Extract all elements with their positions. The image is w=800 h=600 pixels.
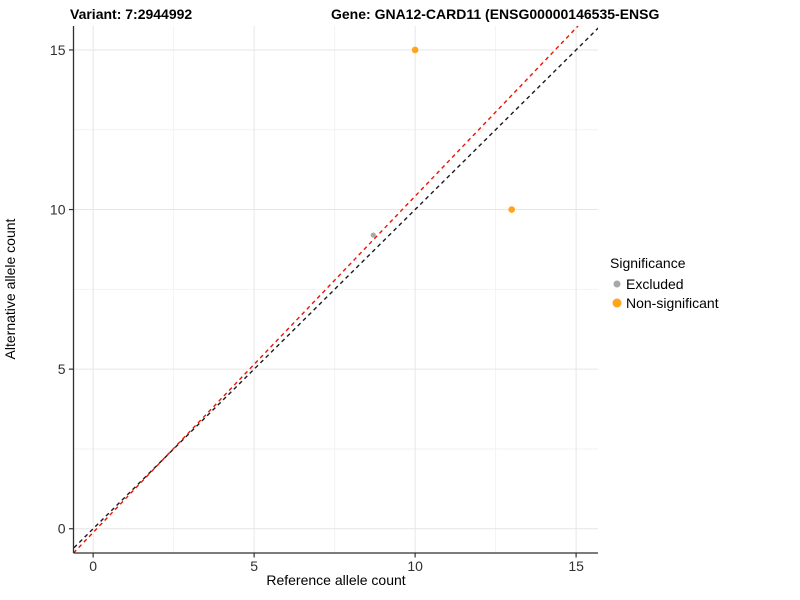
data-point-excluded (370, 232, 376, 238)
legend-item-label: Excluded (626, 275, 684, 292)
y-tick-label: 0 (58, 521, 66, 537)
y-tick-label: 5 (58, 361, 66, 377)
expected-ratio-line (73, 26, 579, 553)
x-tick-label: 0 (89, 558, 97, 574)
data-point-non-significant (411, 46, 419, 54)
y-tick-label: 10 (50, 202, 66, 218)
data-point-non-significant (508, 206, 516, 213)
y-axis-title: Alternative allele count (2, 218, 18, 360)
y-tick-label: 15 (50, 42, 66, 58)
x-tick-label: 10 (407, 558, 423, 574)
gene-title: Gene: GNA12-CARD11 (ENSG00000146535-ENSG (331, 6, 660, 22)
legend-title: Significance (610, 255, 686, 271)
legend-item-label: Non-significant (626, 294, 719, 311)
x-axis-title: Reference allele count (266, 572, 406, 588)
legend: Significance Excluded Non-significant (610, 255, 719, 312)
legend-items: Excluded Non-significant (610, 274, 719, 312)
x-tick-label: 15 (568, 558, 584, 574)
x-tick-label: 5 (250, 558, 258, 574)
legend-item-excluded: Excluded (610, 274, 719, 293)
legend-dot-icon (613, 280, 621, 287)
variant-title: Variant: 7:2944992 (70, 6, 193, 22)
legend-item-non-significant: Non-significant (610, 293, 719, 312)
identity-line (73, 27, 598, 550)
legend-key-excluded (610, 277, 624, 291)
legend-dot-icon (612, 298, 622, 307)
legend-key-non-significant (610, 296, 624, 310)
plot-content (73, 26, 598, 553)
